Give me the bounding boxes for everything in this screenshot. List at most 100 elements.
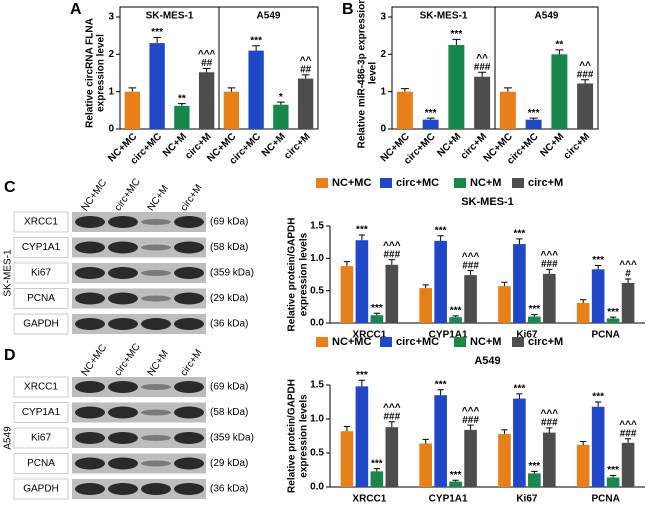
bar (396, 91, 413, 129)
blot-band (174, 381, 204, 393)
significance-label: ^^^ (462, 406, 480, 417)
blot-band (174, 483, 204, 495)
blot-band (174, 267, 204, 279)
protein-label-box (13, 262, 69, 284)
error-bar (358, 379, 366, 387)
bar (248, 50, 264, 129)
error-bar (609, 474, 617, 478)
y-tick-label: 1.0 (310, 414, 324, 425)
significance-label: ### (541, 417, 558, 428)
blot-band (108, 483, 138, 495)
bar (422, 119, 439, 129)
bar (355, 240, 369, 323)
bar (499, 91, 516, 129)
error-bar (580, 440, 587, 445)
x-tick-label: XRCC1 (352, 494, 386, 505)
bar (340, 266, 354, 323)
y-tick-label: 0.0 (310, 482, 324, 493)
protein-label-box (13, 211, 69, 233)
lane-label: circ+M (179, 348, 205, 379)
error-bar (531, 314, 538, 317)
y-axis-label: level (368, 62, 379, 84)
significance-label: ^^ (476, 53, 488, 64)
error-bar (343, 425, 351, 432)
error-bar (202, 68, 211, 73)
error-bar (546, 268, 553, 274)
significance-label: *** (528, 108, 540, 119)
bar (223, 91, 240, 129)
y-tick-label: 1 (108, 86, 114, 97)
blot-band (108, 292, 138, 305)
blot-band (108, 457, 138, 470)
bar (621, 282, 635, 323)
significance-label: ### (383, 411, 400, 422)
error-bar (516, 238, 523, 245)
y-tick-label: 2 (380, 49, 386, 60)
cell-line-label: A549 (3, 426, 14, 450)
blot-strip (72, 263, 206, 283)
error-bar (277, 101, 285, 105)
blot-band (75, 292, 105, 305)
significance-label: ### (383, 249, 400, 260)
significance-label: *** (592, 255, 604, 266)
x-tick-label: PCNA (591, 494, 619, 505)
blot-band (141, 219, 171, 225)
legend-swatch (380, 337, 392, 347)
blot-band (108, 216, 138, 228)
bar (385, 427, 399, 487)
significance-label: ^^^ (541, 250, 559, 261)
lane-label: NC+M (146, 348, 171, 378)
x-tick-label: PCNA (591, 330, 619, 341)
bar (513, 244, 526, 323)
blot-band (75, 241, 105, 254)
group-label: SK-MES-1 (146, 11, 194, 22)
legend-label: circ+MC (396, 177, 439, 189)
panel-letter: B (342, 1, 354, 18)
significance-label: ^^^ (619, 260, 637, 271)
blot-band (141, 483, 171, 495)
bar (385, 264, 399, 323)
protein-label: PCNA (27, 293, 55, 304)
significance-label: ^^ (300, 56, 312, 67)
y-axis-label: expression levels (299, 232, 310, 316)
bar (606, 318, 620, 323)
bar (449, 481, 462, 487)
significance-label: *** (607, 307, 619, 318)
size-label: (69 kDa) (210, 217, 248, 228)
significance-label: *** (450, 306, 462, 317)
panel-letter: D (4, 347, 16, 364)
significance-label: *** (435, 225, 447, 236)
protein-label: XRCC1 (24, 382, 58, 393)
x-tick-label: CYP1A1 (429, 494, 468, 505)
bar (498, 286, 511, 323)
significance-label: *** (514, 383, 526, 394)
bar (370, 471, 384, 487)
size-label: (58 kDa) (210, 407, 248, 418)
significance-label: ^^^ (462, 251, 480, 262)
legend-label: NC+M (470, 177, 501, 189)
lane-label: NC+M (146, 183, 171, 213)
blot-band (108, 432, 138, 444)
error-bar (373, 468, 381, 472)
blot-band (174, 292, 204, 305)
significance-label: # (625, 269, 631, 280)
y-tick-label: 3 (380, 12, 386, 23)
bar (449, 317, 462, 323)
bar (434, 395, 447, 487)
error-bar (555, 49, 564, 55)
size-label: (359 kDa) (210, 433, 254, 444)
bar (591, 269, 605, 323)
y-tick-label: 1.5 (310, 221, 324, 232)
chart-title: SK-MES-1 (461, 196, 514, 208)
significance-label: *** (151, 27, 163, 38)
x-tick-label: XRCC1 (352, 330, 386, 341)
error-bar (503, 87, 512, 92)
protein-label: CYP1A1 (22, 407, 61, 418)
error-bar (373, 312, 381, 316)
bar (419, 288, 432, 323)
panel-letter: A (70, 1, 82, 18)
legend-swatch (454, 337, 466, 347)
error-bar (467, 270, 474, 276)
blot-band (141, 318, 171, 330)
bar (273, 104, 289, 129)
